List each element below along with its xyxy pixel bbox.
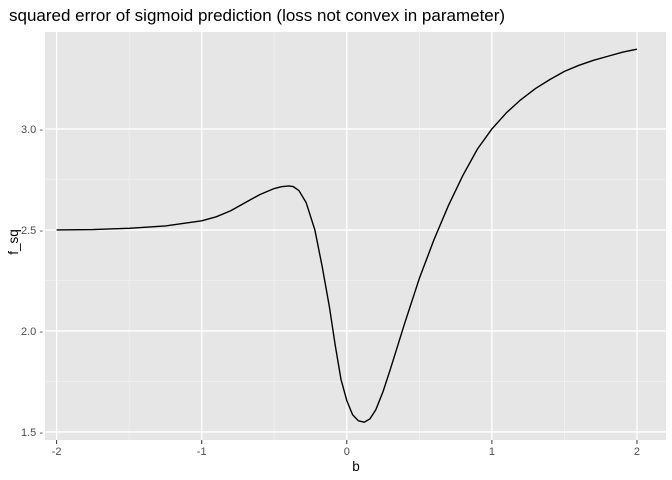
x-tick-label: -2 xyxy=(52,446,62,458)
grid-minor xyxy=(45,32,666,440)
y-tick-label: 3.0 - xyxy=(21,124,43,136)
x-tick-label: -1 xyxy=(197,446,207,458)
x-tick-label: 1 xyxy=(489,446,495,458)
series-line-f-sq xyxy=(56,48,638,423)
y-tick-label: 2.5 - xyxy=(21,225,43,237)
x-tick-label: 2 xyxy=(634,446,640,458)
x-axis-ticks: -2 -1 0 1 2 xyxy=(52,440,640,458)
y-axis-ticks: 1.5 - 2.0 - 2.5 - 3.0 - xyxy=(21,124,43,439)
y-axis-label: f_sq xyxy=(6,229,21,255)
y-tick-label: 2.0 - xyxy=(21,326,43,338)
x-tick-label: 0 xyxy=(344,446,350,458)
y-tick-label: 1.5 - xyxy=(21,427,43,439)
grid-major xyxy=(45,32,666,440)
plot-panel xyxy=(45,32,666,440)
chart-title: squared error of sigmoid prediction (los… xyxy=(9,6,505,25)
x-axis-label: b xyxy=(352,459,360,474)
